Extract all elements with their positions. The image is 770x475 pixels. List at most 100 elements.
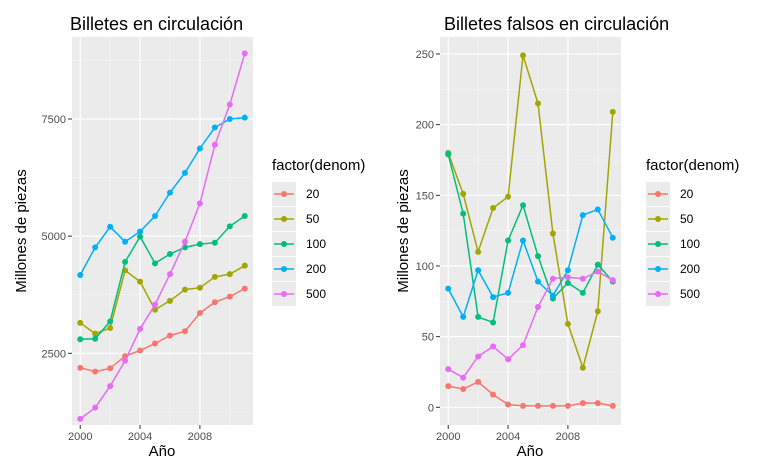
legend-key-point-20 (655, 191, 661, 197)
data-point-100 (226, 223, 233, 230)
legend-key-point-20 (281, 191, 287, 197)
series-line-100 (447, 154, 614, 324)
data-point-200 (609, 234, 616, 241)
data-point-500 (520, 342, 527, 349)
data-point-200 (92, 244, 99, 251)
data-point-200 (475, 267, 482, 274)
legend-title: factor(denom) (272, 157, 365, 174)
data-point-500 (211, 141, 218, 148)
data-point-50 (181, 286, 188, 293)
data-point-200 (122, 238, 129, 245)
data-point-20 (490, 391, 497, 398)
y-tick-label: 2500 (42, 348, 66, 360)
legend-key-point-50 (655, 216, 661, 222)
legend-key-point-100 (655, 241, 661, 247)
data-point-20 (534, 402, 541, 409)
data-point-20 (107, 365, 114, 372)
y-tick-label: 0 (428, 402, 434, 414)
y-tick-label: 100 (416, 261, 434, 273)
y-axis-label: Millones de piezas (13, 169, 30, 292)
data-point-20 (137, 347, 144, 354)
data-point-500 (181, 238, 188, 245)
data-point-50 (609, 108, 616, 115)
data-point-500 (137, 325, 144, 332)
x-tick-label: 2008 (556, 431, 580, 443)
data-point-500 (241, 50, 248, 57)
data-point-20 (196, 310, 203, 317)
legend-key-point-500 (281, 291, 287, 297)
data-point-200 (107, 223, 114, 230)
data-point-20 (241, 285, 248, 292)
legend-label-100: 100 (306, 237, 326, 251)
legend-label-500: 500 (306, 287, 326, 301)
data-point-100 (152, 260, 159, 267)
data-point-50 (211, 273, 218, 280)
data-point-100 (211, 239, 218, 246)
data-point-20 (579, 400, 586, 407)
data-point-500 (92, 404, 99, 411)
data-point-500 (77, 415, 84, 422)
data-point-20 (460, 385, 467, 392)
data-point-200 (181, 169, 188, 176)
data-point-200 (490, 294, 497, 301)
data-point-200 (564, 267, 571, 274)
data-point-100 (534, 253, 541, 260)
y-tick-label: 7500 (42, 114, 66, 126)
data-point-50 (226, 271, 233, 278)
data-point-500 (226, 101, 233, 108)
data-point-50 (520, 52, 527, 59)
y-tick-label: 200 (416, 120, 434, 132)
x-tick-label: 2004 (128, 431, 152, 443)
data-point-200 (152, 213, 159, 220)
data-point-100 (475, 313, 482, 320)
chart-title: Billetes en circulación (70, 14, 243, 34)
chart-1: 2000 2004 2008 2500 5000 7500 Billetes en circ… (13, 14, 365, 460)
y-tick-label: 250 (416, 49, 434, 61)
data-point-100 (166, 250, 173, 257)
data-point-200 (166, 189, 173, 196)
data-point-200 (226, 116, 233, 123)
legend-label-20: 20 (680, 187, 694, 201)
data-point-50 (196, 284, 203, 291)
data-point-200 (520, 237, 527, 244)
data-point-200 (594, 206, 601, 213)
data-point-200 (196, 145, 203, 152)
x-tick-label: 2000 (436, 431, 460, 443)
legend-key-point-50 (281, 216, 287, 222)
data-point-200 (579, 212, 586, 219)
legend-label-500: 500 (680, 287, 700, 301)
legend-label-50: 50 (680, 212, 694, 226)
legend-label-200: 200 (680, 262, 700, 276)
data-point-20 (226, 293, 233, 300)
data-point-500 (505, 356, 512, 363)
data-point-20 (505, 401, 512, 408)
x-tick-label: 2004 (496, 431, 520, 443)
chart-2: 2000 2004 2008 0 50 100 150 200 250 Billetes fals… (395, 14, 739, 460)
x-tick-label: 2008 (188, 431, 212, 443)
data-point-200 (549, 292, 556, 299)
data-point-200 (241, 114, 248, 121)
legend-key-point-500 (655, 291, 661, 297)
data-point-50 (460, 190, 467, 197)
x-axis-label: Año (517, 443, 544, 460)
data-point-500 (490, 343, 497, 350)
data-point-100 (196, 241, 203, 248)
data-point-50 (77, 319, 84, 326)
data-point-20 (445, 383, 452, 390)
data-point-20 (609, 402, 616, 409)
data-point-20 (549, 402, 556, 409)
data-point-500 (122, 357, 129, 364)
data-point-200 (505, 289, 512, 296)
data-point-20 (152, 340, 159, 347)
data-point-500 (579, 275, 586, 282)
data-point-50 (579, 364, 586, 371)
data-point-50 (475, 248, 482, 255)
data-point-200 (137, 228, 144, 235)
y-axis-label: Millones de piezas (395, 169, 412, 292)
data-point-50 (505, 193, 512, 200)
data-point-500 (107, 383, 114, 390)
data-point-100 (241, 213, 248, 220)
data-point-50 (490, 205, 497, 212)
